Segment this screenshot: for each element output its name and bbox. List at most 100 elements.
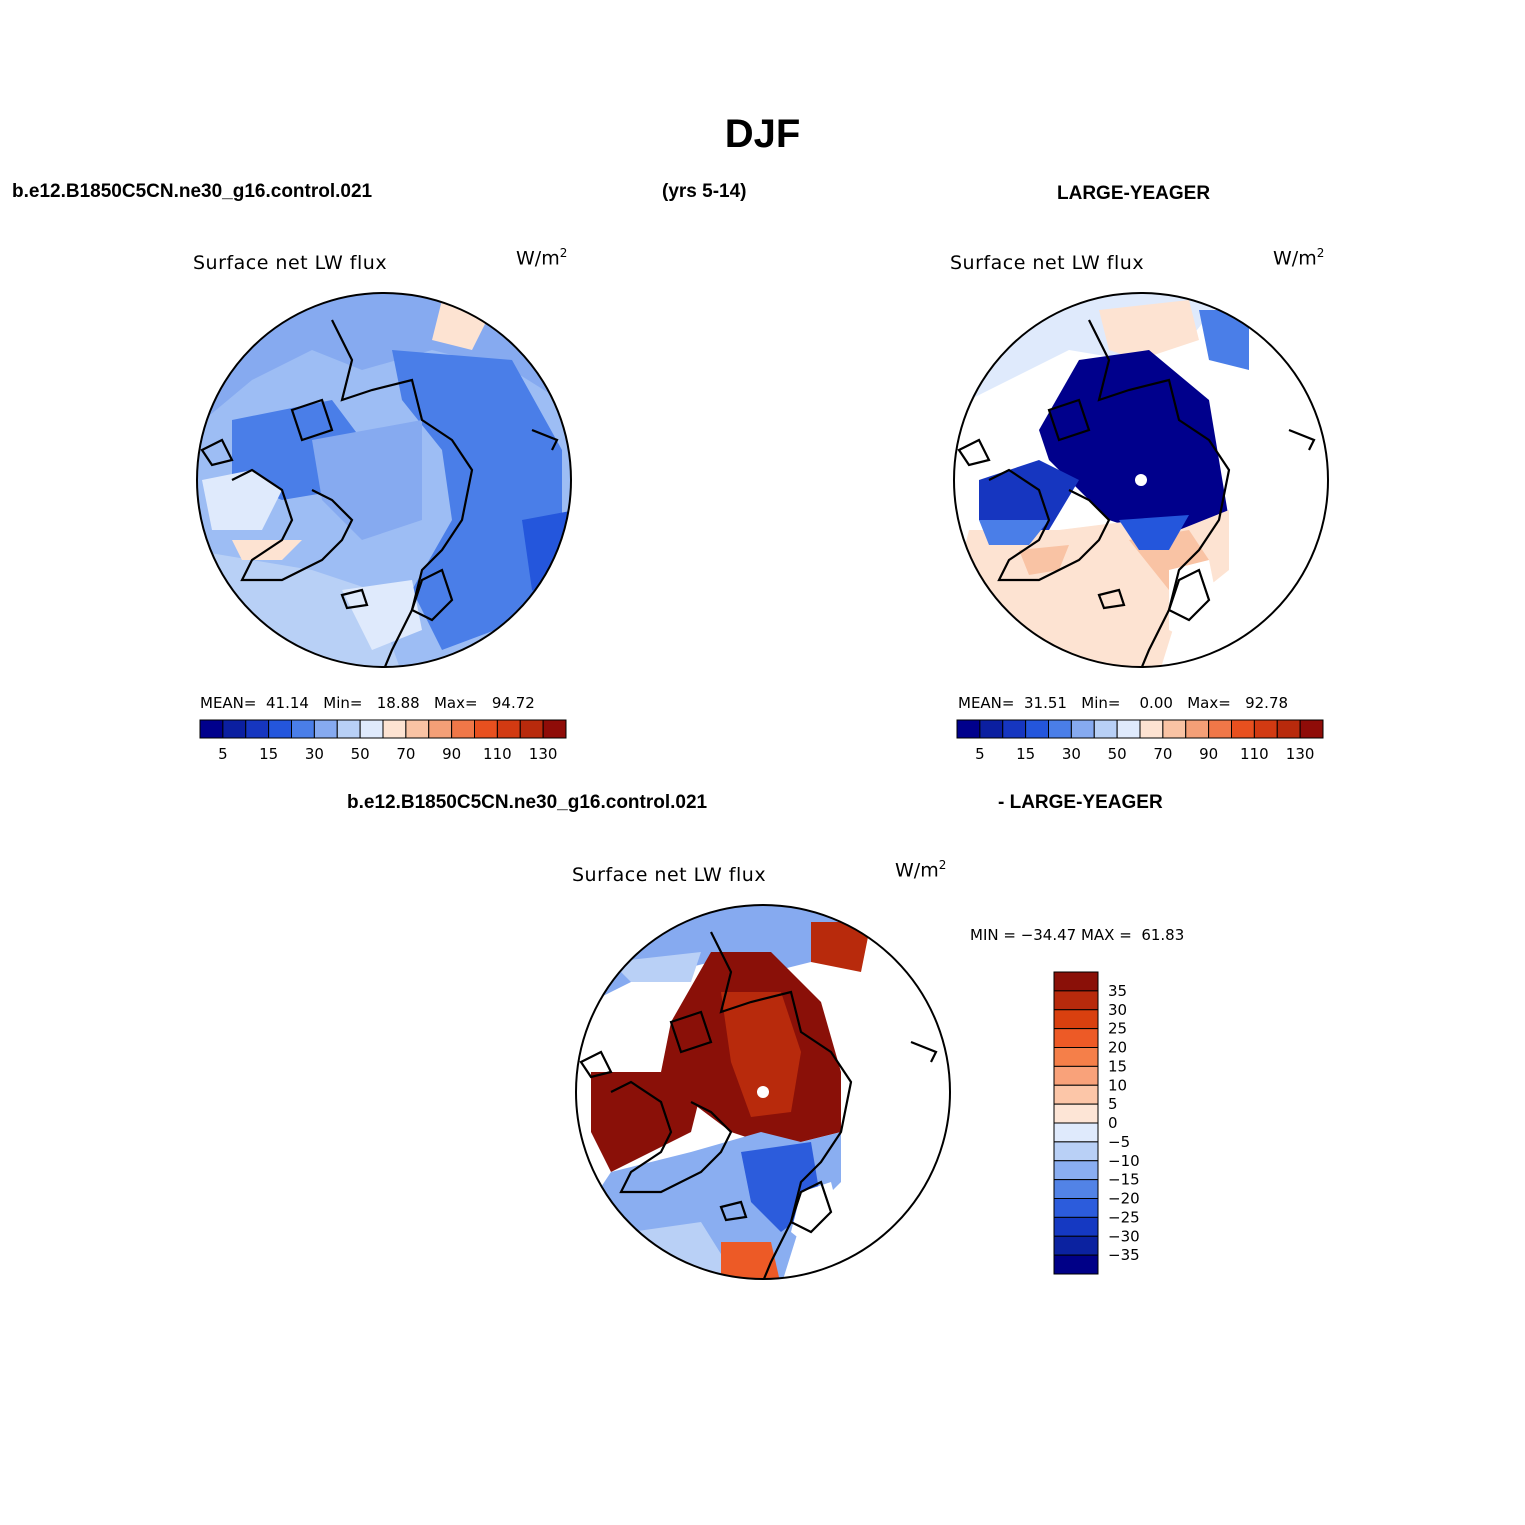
colorbar-tick-label: 90 bbox=[442, 745, 461, 763]
north-pole-dot bbox=[1135, 474, 1147, 486]
colorbar-swatch bbox=[1276, 719, 1301, 739]
colorbar-tick-label: 5 bbox=[1108, 1095, 1118, 1113]
case-label: b.e12.B1850C5CN.ne30_g16.control.021 bbox=[12, 181, 373, 202]
colorbar-tick-label: 90 bbox=[1199, 745, 1218, 763]
colorbar-swatch bbox=[313, 719, 338, 739]
colorbar-swatch bbox=[245, 719, 270, 739]
polar-map-reference bbox=[953, 292, 1329, 668]
colorbar-swatch bbox=[222, 719, 247, 739]
colorbar-swatch bbox=[268, 719, 292, 739]
colorbar-tick-label: 70 bbox=[1153, 745, 1172, 763]
colorbar-tick-label: −10 bbox=[1108, 1152, 1140, 1170]
page-title: DJF bbox=[724, 112, 801, 156]
colorbar-tick-label: 25 bbox=[1108, 1020, 1127, 1038]
colorbar-tick-label: 110 bbox=[483, 745, 512, 763]
colorbar-swatch bbox=[1053, 1103, 1099, 1124]
colorbar-swatch bbox=[1299, 719, 1324, 739]
colorbar-swatch bbox=[1053, 1235, 1099, 1256]
colorbar-swatch bbox=[1053, 1065, 1099, 1086]
colorbar-swatch bbox=[199, 719, 224, 739]
colorbar-swatch bbox=[336, 719, 361, 739]
colorbar-tick-label: −35 bbox=[1108, 1246, 1140, 1264]
colorbar-swatch bbox=[1048, 719, 1072, 739]
colorbar-tick-label: 50 bbox=[1108, 745, 1127, 763]
colorbar-swatch bbox=[291, 719, 315, 739]
colorbar-swatch bbox=[1185, 719, 1210, 739]
colorbar-swatch bbox=[1025, 719, 1049, 739]
colorbar-swatch bbox=[1139, 719, 1164, 739]
colorbar-swatch bbox=[979, 719, 1004, 739]
colorbar-swatch bbox=[1231, 719, 1255, 739]
colorbar-swatch bbox=[451, 719, 475, 739]
colorbar-tick-label: 50 bbox=[351, 745, 370, 763]
colorbar-tick-label: 30 bbox=[305, 745, 324, 763]
colorbar-tick-label: −25 bbox=[1108, 1208, 1140, 1226]
colorbar-swatch bbox=[1053, 971, 1099, 992]
colorbar-tick-label: 130 bbox=[529, 745, 558, 763]
colorbar-swatch bbox=[1053, 1084, 1099, 1105]
diff-case-label: b.e12.B1850C5CN.ne30_g16.control.021 bbox=[347, 792, 708, 813]
unit-text: W/m bbox=[1273, 247, 1317, 270]
colorbar-tick-label: −5 bbox=[1108, 1133, 1130, 1151]
colorbar-swatch bbox=[1053, 1028, 1099, 1048]
unit-exponent: 2 bbox=[559, 246, 568, 260]
stats-difference: MIN = −34.47 MAX = 61.83 bbox=[970, 926, 1185, 944]
colorbar-swatch bbox=[1053, 1160, 1099, 1181]
colorbar-reference: 5 15 30 50 70 90 110 130 bbox=[956, 719, 1324, 763]
colorbar-swatch bbox=[1053, 1047, 1099, 1067]
colorbar-swatch bbox=[519, 719, 544, 739]
colorbar-tick-label: −30 bbox=[1108, 1227, 1140, 1245]
colorbar-swatch bbox=[1002, 719, 1027, 739]
unit-text: W/m bbox=[516, 247, 560, 270]
colorbar-swatch bbox=[1053, 1198, 1099, 1218]
unit-label-difference: W/m2 bbox=[895, 858, 946, 881]
colorbar-tick-label: 5 bbox=[218, 745, 228, 763]
stats-reference: MEAN= 31.51 Min= 0.00 Max= 92.78 bbox=[958, 694, 1289, 712]
colorbar-tick-label: 15 bbox=[1016, 745, 1035, 763]
panel-title-reference: Surface net LW flux bbox=[950, 252, 1145, 274]
reference-label: LARGE-YEAGER bbox=[1057, 183, 1211, 204]
panel-title-model: Surface net LW flux bbox=[193, 252, 388, 274]
colorbar-swatch bbox=[1070, 719, 1095, 739]
unit-exponent: 2 bbox=[938, 858, 947, 872]
colorbar-tick-label: −20 bbox=[1108, 1190, 1140, 1208]
stats-model: MEAN= 41.14 Min= 18.88 Max= 94.72 bbox=[200, 694, 535, 712]
years-label: (yrs 5-14) bbox=[662, 181, 747, 202]
unit-label-reference: W/m2 bbox=[1273, 246, 1324, 269]
colorbar-swatch bbox=[474, 719, 498, 739]
colorbar-swatch bbox=[1093, 719, 1118, 739]
unit-text: W/m bbox=[895, 859, 939, 882]
colorbar-tick-label: 15 bbox=[259, 745, 278, 763]
colorbar-swatch bbox=[428, 719, 453, 739]
colorbar-tick-label: 30 bbox=[1108, 1001, 1127, 1019]
colorbar-tick-label: 10 bbox=[1108, 1076, 1127, 1094]
unit-exponent: 2 bbox=[1316, 246, 1325, 260]
unit-label-model: W/m2 bbox=[516, 246, 567, 269]
diff-reference-label: - LARGE-YEAGER bbox=[998, 792, 1163, 813]
north-pole-dot bbox=[757, 1086, 769, 1098]
colorbar-swatch bbox=[1053, 1179, 1099, 1199]
colorbar-swatch bbox=[1053, 1216, 1099, 1237]
colorbar-swatch bbox=[1116, 719, 1141, 739]
colorbar-model: 5 15 30 50 70 90 110 130 bbox=[199, 719, 567, 763]
colorbar-tick-label: 5 bbox=[975, 745, 985, 763]
colorbar-swatch bbox=[359, 719, 384, 739]
colorbar-swatch bbox=[496, 719, 521, 739]
colorbar-swatch bbox=[405, 719, 430, 739]
colorbar-tick-label: 0 bbox=[1108, 1114, 1118, 1132]
colorbar-tick-label: −15 bbox=[1108, 1171, 1140, 1189]
colorbar-tick-label: 20 bbox=[1108, 1039, 1127, 1057]
colorbar-tick-label: 130 bbox=[1286, 745, 1315, 763]
colorbar-tick-label: 15 bbox=[1108, 1057, 1127, 1075]
colorbar-tick-label: 70 bbox=[396, 745, 415, 763]
polar-map-difference bbox=[575, 904, 951, 1280]
panel-title-difference: Surface net LW flux bbox=[572, 864, 767, 886]
colorbar-swatch bbox=[1162, 719, 1187, 739]
colorbar-swatch bbox=[1053, 990, 1099, 1011]
colorbar-swatch bbox=[1053, 1122, 1099, 1143]
colorbar-swatch bbox=[956, 719, 981, 739]
polar-map-model bbox=[196, 292, 572, 668]
colorbar-swatch bbox=[542, 719, 567, 739]
colorbar-swatch bbox=[1253, 719, 1278, 739]
